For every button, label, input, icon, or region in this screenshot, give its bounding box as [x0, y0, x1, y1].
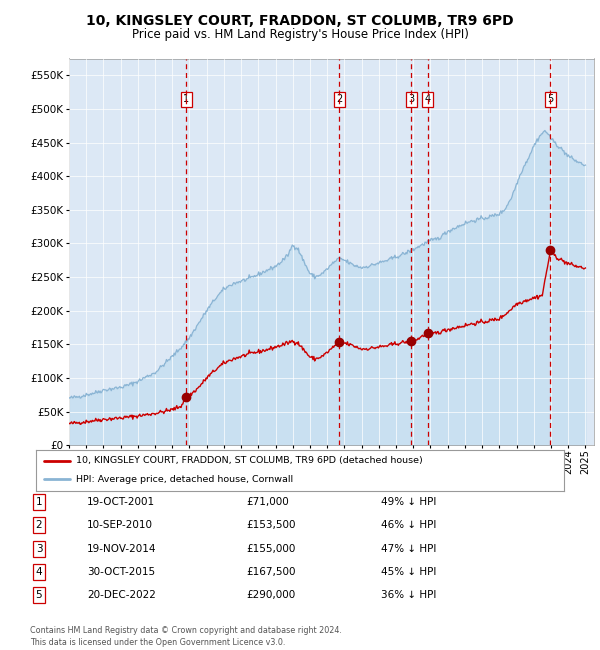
- Text: 45% ↓ HPI: 45% ↓ HPI: [381, 567, 436, 577]
- Text: 3: 3: [35, 543, 43, 554]
- Text: 47% ↓ HPI: 47% ↓ HPI: [381, 543, 436, 554]
- Text: 5: 5: [547, 94, 554, 104]
- Text: 10-SEP-2010: 10-SEP-2010: [87, 520, 153, 530]
- Text: Price paid vs. HM Land Registry's House Price Index (HPI): Price paid vs. HM Land Registry's House …: [131, 28, 469, 41]
- Text: 3: 3: [409, 94, 415, 104]
- Text: 10, KINGSLEY COURT, FRADDON, ST COLUMB, TR9 6PD (detached house): 10, KINGSLEY COURT, FRADDON, ST COLUMB, …: [76, 456, 422, 465]
- Text: £167,500: £167,500: [246, 567, 296, 577]
- Text: £153,500: £153,500: [246, 520, 296, 530]
- Text: 19-NOV-2014: 19-NOV-2014: [87, 543, 157, 554]
- Text: 49% ↓ HPI: 49% ↓ HPI: [381, 497, 436, 507]
- Text: £155,000: £155,000: [246, 543, 295, 554]
- Text: 20-DEC-2022: 20-DEC-2022: [87, 590, 156, 601]
- Text: 2: 2: [35, 520, 43, 530]
- Text: Contains HM Land Registry data © Crown copyright and database right 2024.
This d: Contains HM Land Registry data © Crown c…: [30, 626, 342, 647]
- Text: 46% ↓ HPI: 46% ↓ HPI: [381, 520, 436, 530]
- Text: 36% ↓ HPI: 36% ↓ HPI: [381, 590, 436, 601]
- Text: 1: 1: [183, 94, 189, 104]
- Text: 2: 2: [336, 94, 342, 104]
- Text: 1: 1: [35, 497, 43, 507]
- Text: 10, KINGSLEY COURT, FRADDON, ST COLUMB, TR9 6PD: 10, KINGSLEY COURT, FRADDON, ST COLUMB, …: [86, 14, 514, 29]
- Text: 30-OCT-2015: 30-OCT-2015: [87, 567, 155, 577]
- Text: 4: 4: [424, 94, 431, 104]
- Text: 4: 4: [35, 567, 43, 577]
- Text: HPI: Average price, detached house, Cornwall: HPI: Average price, detached house, Corn…: [76, 475, 293, 484]
- Text: 5: 5: [35, 590, 43, 601]
- Text: £71,000: £71,000: [246, 497, 289, 507]
- Text: 19-OCT-2001: 19-OCT-2001: [87, 497, 155, 507]
- Text: £290,000: £290,000: [246, 590, 295, 601]
